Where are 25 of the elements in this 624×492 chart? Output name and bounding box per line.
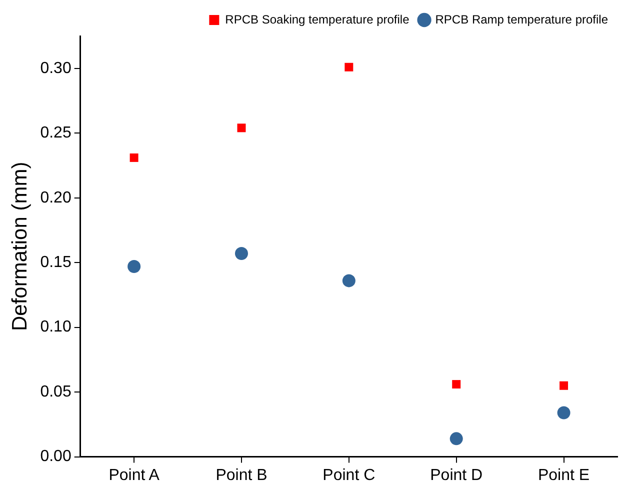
- y-tick-label: 0.20: [40, 189, 72, 206]
- y-tick-label: 0.25: [40, 124, 72, 142]
- point: [128, 260, 141, 273]
- point: [237, 124, 246, 132]
- x-tick-label: Point B: [216, 466, 268, 484]
- y-tick-label: 0.30: [40, 60, 72, 77]
- point: [560, 381, 568, 390]
- point: [130, 153, 138, 162]
- point: [452, 380, 461, 389]
- x-tick-label: Point D: [430, 466, 483, 484]
- x-tick-label: Point A: [108, 466, 160, 484]
- legend-label: RPCB Ramp temperature profile: [435, 12, 608, 26]
- y-tick-label: 0.15: [40, 254, 72, 271]
- x-tick-label: Point E: [538, 466, 590, 484]
- y-tick-label: 0.05: [40, 383, 72, 400]
- x-tick-label: Point C: [322, 466, 376, 484]
- y-tick-label: 0.00: [40, 448, 72, 466]
- point: [557, 406, 570, 420]
- y-axis-title: Deformation (mm): [8, 162, 32, 331]
- point: [234, 247, 248, 260]
- y-tick-label: 0.10: [40, 318, 72, 336]
- legend-label: RPCB Soaking temperature profile: [225, 12, 410, 26]
- point: [342, 274, 356, 288]
- point: [450, 432, 463, 446]
- point: [344, 62, 354, 72]
